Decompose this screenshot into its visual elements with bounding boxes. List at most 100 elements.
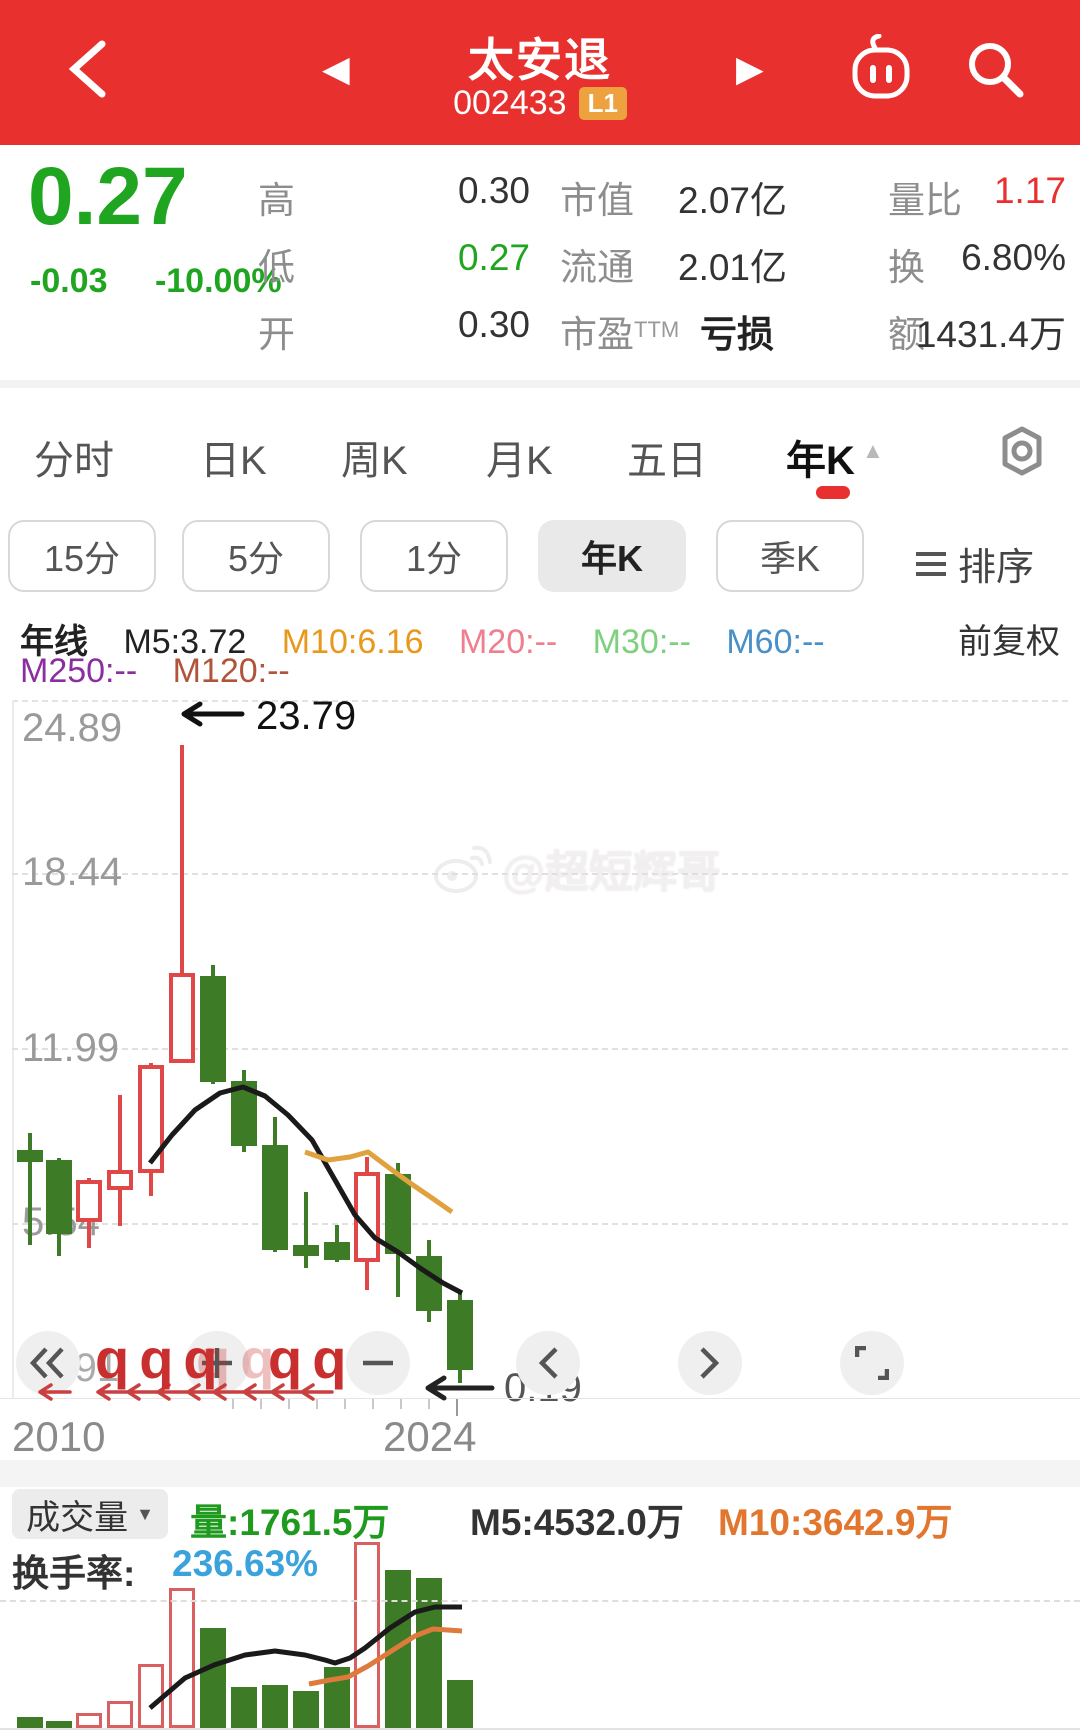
- subtab-1min[interactable]: 1分: [360, 520, 508, 592]
- subtab-5min[interactable]: 5分: [182, 520, 330, 592]
- candle-body: [324, 1242, 350, 1260]
- stat-label-pe: 市盈TTM: [560, 314, 680, 355]
- fullscreen-icon: [855, 1346, 889, 1380]
- volume-value: 量:1761.5万: [190, 1502, 390, 1543]
- tab-minute[interactable]: 分时: [34, 439, 114, 483]
- stat-value-mktcap: 2.07亿: [678, 180, 788, 221]
- x-tick: [260, 1399, 262, 1409]
- volume-bar: [447, 1680, 473, 1728]
- pan-far-left-button[interactable]: [16, 1331, 80, 1395]
- ma60-value: M60:--: [726, 623, 825, 661]
- stat-label-amount: 额: [888, 314, 925, 355]
- stock-code-row: 002433 L1: [0, 84, 1080, 123]
- chevron-right-icon: [700, 1347, 720, 1379]
- candle-body: [46, 1160, 72, 1234]
- tab-yearly[interactable]: 年K: [786, 439, 855, 483]
- ma120-value: M120:--: [172, 652, 290, 690]
- tab-weekly[interactable]: 周K: [341, 439, 408, 483]
- current-price: 0.27: [28, 151, 188, 242]
- candle-body: [76, 1180, 102, 1222]
- adjust-mode-label[interactable]: 前复权: [958, 623, 1060, 661]
- candle-wick: [304, 1192, 308, 1268]
- minus-icon: [363, 1360, 393, 1366]
- gridline: [12, 873, 1068, 875]
- turnover-value: 236.63%: [172, 1543, 319, 1584]
- l1-badge: L1: [578, 87, 627, 120]
- x-tick: [316, 1399, 318, 1409]
- sort-label: 排序: [958, 547, 1035, 589]
- price-change: -0.03 -10.00%: [30, 262, 282, 300]
- subtab-15min[interactable]: 15分: [8, 520, 156, 592]
- stat-label-low: 低: [258, 247, 295, 288]
- ma10-value: M10:6.16: [281, 623, 424, 661]
- stat-label-high: 高: [258, 180, 295, 221]
- zoom-out-button[interactable]: [346, 1331, 410, 1395]
- volume-baseline: [0, 1728, 1080, 1730]
- panel-divider: [0, 1460, 1080, 1487]
- search-icon[interactable]: [962, 36, 1028, 102]
- y-axis-label: 18.44: [22, 850, 123, 894]
- stat-label-float: 流通: [560, 247, 634, 288]
- sort-button[interactable]: 排序: [916, 536, 1034, 591]
- candle-body: [447, 1300, 473, 1370]
- back-icon[interactable]: [62, 38, 118, 100]
- pan-right-button[interactable]: [678, 1331, 742, 1395]
- pan-left-button[interactable]: [516, 1331, 580, 1395]
- volume-bar: [17, 1717, 43, 1728]
- candle-body: [169, 973, 195, 1063]
- x-tick: [232, 1399, 234, 1409]
- volume-bar: [76, 1713, 102, 1728]
- candle-body: [17, 1150, 43, 1162]
- robot-assistant-icon[interactable]: [845, 34, 917, 106]
- candle-wick: [118, 1095, 122, 1226]
- volume-bar: [46, 1721, 72, 1728]
- volume-bar: [231, 1687, 257, 1728]
- volume-bar: [138, 1664, 164, 1728]
- stat-label-mktcap: 市值: [560, 180, 634, 221]
- gridline: [12, 1048, 1068, 1050]
- candle-wick: [28, 1133, 32, 1245]
- high-annotation: 23.79: [256, 694, 357, 738]
- candle-body: [262, 1145, 288, 1250]
- volume-bar: [200, 1628, 226, 1728]
- app-header: ◀ 太安退 002433 L1 ▶: [0, 0, 1080, 145]
- volume-bar: [107, 1701, 133, 1728]
- volume-ma10-value: M10:3642.9万: [718, 1502, 953, 1543]
- indicator-line1: 年线 M5:3.72 M10:6.16 M20:-- M30:-- M60:--: [20, 614, 851, 663]
- volume-indicator-selector[interactable]: 成交量 ▼: [12, 1489, 168, 1539]
- volume-bar: [354, 1542, 380, 1728]
- chevron-left-icon: [538, 1347, 558, 1379]
- y-axis-label: 11.99: [22, 1026, 120, 1070]
- candle-body: [231, 1081, 257, 1146]
- tab-daily[interactable]: 日K: [200, 439, 267, 483]
- subtab-quarterly[interactable]: 季K: [716, 520, 864, 592]
- stat-value-amount: 1431.4万: [915, 314, 1066, 355]
- tab-fiveday[interactable]: 五日: [627, 439, 707, 483]
- x-label-2024: 2024: [383, 1413, 477, 1460]
- chart-top-border: [12, 700, 1068, 702]
- tab-monthly[interactable]: 月K: [486, 439, 553, 483]
- subtab-yearly[interactable]: 年K: [538, 520, 686, 592]
- candle-body: [293, 1245, 319, 1256]
- candle-body: [107, 1170, 133, 1190]
- x-tick: [372, 1399, 374, 1409]
- volume-bar: [169, 1588, 195, 1728]
- x-tick: [288, 1399, 290, 1409]
- sort-lines-icon: [916, 546, 946, 582]
- volume-bar: [385, 1570, 411, 1728]
- stat-value-turnover: 6.80%: [961, 237, 1066, 278]
- turnover-label: 换手率:: [12, 1553, 136, 1594]
- stat-value-float: 2.01亿: [678, 247, 788, 288]
- scribble-text-3: qq: [268, 1327, 357, 1390]
- next-stock-icon[interactable]: ▶: [736, 48, 764, 89]
- stat-label-open: 开: [258, 314, 295, 355]
- candle-body: [354, 1172, 380, 1262]
- stat-value-high: 0.30: [457, 170, 530, 211]
- volume-gridline: [0, 1600, 1080, 1602]
- settings-gear-icon[interactable]: [995, 424, 1049, 478]
- fullscreen-button[interactable]: [840, 1331, 904, 1395]
- prev-stock-icon[interactable]: ◀: [322, 48, 350, 89]
- x-label-2010: 2010: [12, 1413, 106, 1460]
- ma30-value: M30:--: [592, 623, 691, 661]
